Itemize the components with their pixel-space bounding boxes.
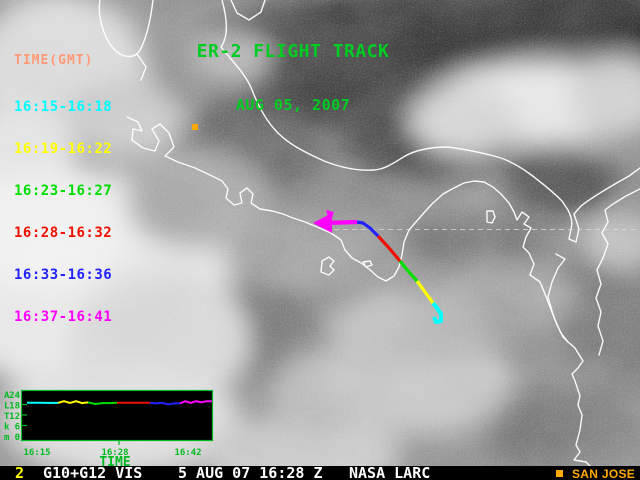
station-label: SAN JOSE	[572, 467, 636, 480]
altitude-inset-chart: A L T k m 24 18 12 6 0 16:15 16:28 16:42…	[4, 389, 214, 470]
y-tick-label: 0	[15, 433, 20, 443]
map-title: ER-2 FLIGHT TRACK AUG 05, 2007	[162, 5, 424, 151]
coastline-caribbean	[220, 0, 640, 243]
channel-number: 2	[15, 464, 25, 480]
arrow-head-icon	[313, 213, 332, 233]
coastline-darien-east	[595, 188, 640, 356]
map-title-line1: ER-2 FLIGHT TRACK	[196, 41, 390, 62]
map-title-line2: AUG 05, 2007	[235, 96, 351, 114]
altitude-trace-segment	[149, 401, 180, 406]
altitude-trace-segment	[87, 401, 118, 406]
aircraft-position-arrow	[313, 210, 334, 233]
image-source-label: G10+G12 VIS	[43, 464, 143, 480]
coastline-overlay	[98, 0, 640, 467]
station-square-icon	[556, 470, 563, 477]
time-legend: TIME(GMT) 16:15-16:18 16:19-16:22 16:23-…	[14, 26, 112, 352]
coastline-nicoya-peninsula	[98, 0, 154, 58]
legend-entry: 16:28-16:32	[14, 225, 113, 241]
coastline-top-squiggle	[230, 0, 266, 21]
altitude-trace-segment	[179, 400, 212, 405]
legend-entry: 16:33-16:36	[14, 267, 113, 283]
legend-entry: 16:19-16:22	[14, 141, 113, 157]
x-tick-label: 16:28	[101, 448, 128, 458]
san-jose-map-marker	[192, 124, 198, 130]
ylabel-letter: L	[4, 402, 10, 412]
flight-track-segment	[415, 280, 435, 304]
flight-track-segment	[431, 301, 443, 324]
y-tick-label: 24	[9, 391, 20, 401]
arrow-spike-icon	[326, 210, 334, 224]
chart-plot-area	[20, 389, 214, 442]
island-gulf-of-panama	[486, 210, 496, 224]
legend-entry: 16:15-16:18	[14, 99, 113, 115]
altitude-trace-segment	[57, 400, 89, 405]
coastline-pacific	[126, 116, 591, 467]
legend-entry: 16:23-16:27	[14, 183, 113, 199]
flight-track-segment	[356, 220, 380, 238]
flight-track-segment	[376, 234, 402, 263]
x-tick-label: 16:42	[174, 448, 201, 458]
y-tick-label: 12	[9, 412, 20, 422]
ylabel-letter: A	[4, 391, 10, 401]
status-bar: 2 G10+G12 VIS 5 AUG 07 16:28 Z NASA LARC…	[0, 466, 640, 480]
x-tick-label: 16:15	[23, 448, 50, 458]
organization-label: NASA LARC	[349, 464, 431, 480]
y-tick-label: 18	[9, 402, 20, 412]
island-coiba	[320, 256, 335, 276]
image-datetime-label: 5 AUG 07 16:28 Z	[178, 464, 323, 480]
flight-track	[325, 219, 443, 324]
coastline-tail	[136, 53, 147, 81]
ylabel-letter: k	[4, 423, 10, 433]
flight-track-segment	[398, 260, 419, 283]
ylabel-letter: m	[4, 433, 10, 443]
legend-entry: 16:37-16:41	[14, 309, 113, 325]
chart-tick-marks	[22, 403, 120, 445]
ylabel-letter: T	[4, 412, 10, 422]
island-cebaco	[362, 260, 373, 268]
y-tick-label: 6	[15, 423, 20, 433]
altitude-trace	[27, 400, 212, 406]
legend-title: TIME(GMT)	[14, 53, 94, 68]
